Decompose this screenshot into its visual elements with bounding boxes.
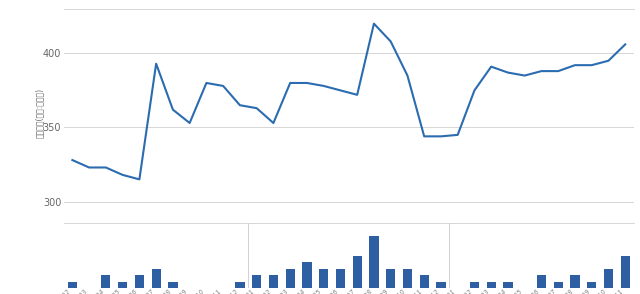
- Bar: [587, 282, 596, 288]
- Bar: [269, 275, 278, 288]
- Bar: [336, 269, 345, 288]
- Bar: [302, 262, 312, 288]
- Bar: [436, 282, 445, 288]
- Bar: [503, 282, 513, 288]
- Bar: [118, 282, 127, 288]
- Bar: [403, 269, 412, 288]
- Bar: [420, 275, 429, 288]
- Bar: [135, 275, 144, 288]
- Y-axis label: 거래금액(단위:백만원): 거래금액(단위:백만원): [35, 88, 44, 138]
- Bar: [152, 269, 161, 288]
- Bar: [554, 282, 563, 288]
- Bar: [386, 269, 396, 288]
- Bar: [285, 269, 295, 288]
- Bar: [470, 282, 479, 288]
- Bar: [68, 282, 77, 288]
- Bar: [353, 256, 362, 288]
- Bar: [604, 269, 613, 288]
- Bar: [537, 275, 546, 288]
- Bar: [621, 256, 630, 288]
- Bar: [369, 236, 378, 288]
- Bar: [236, 282, 244, 288]
- Bar: [570, 275, 580, 288]
- Bar: [252, 275, 261, 288]
- Bar: [486, 282, 496, 288]
- Bar: [319, 269, 328, 288]
- Bar: [101, 275, 111, 288]
- Bar: [168, 282, 177, 288]
